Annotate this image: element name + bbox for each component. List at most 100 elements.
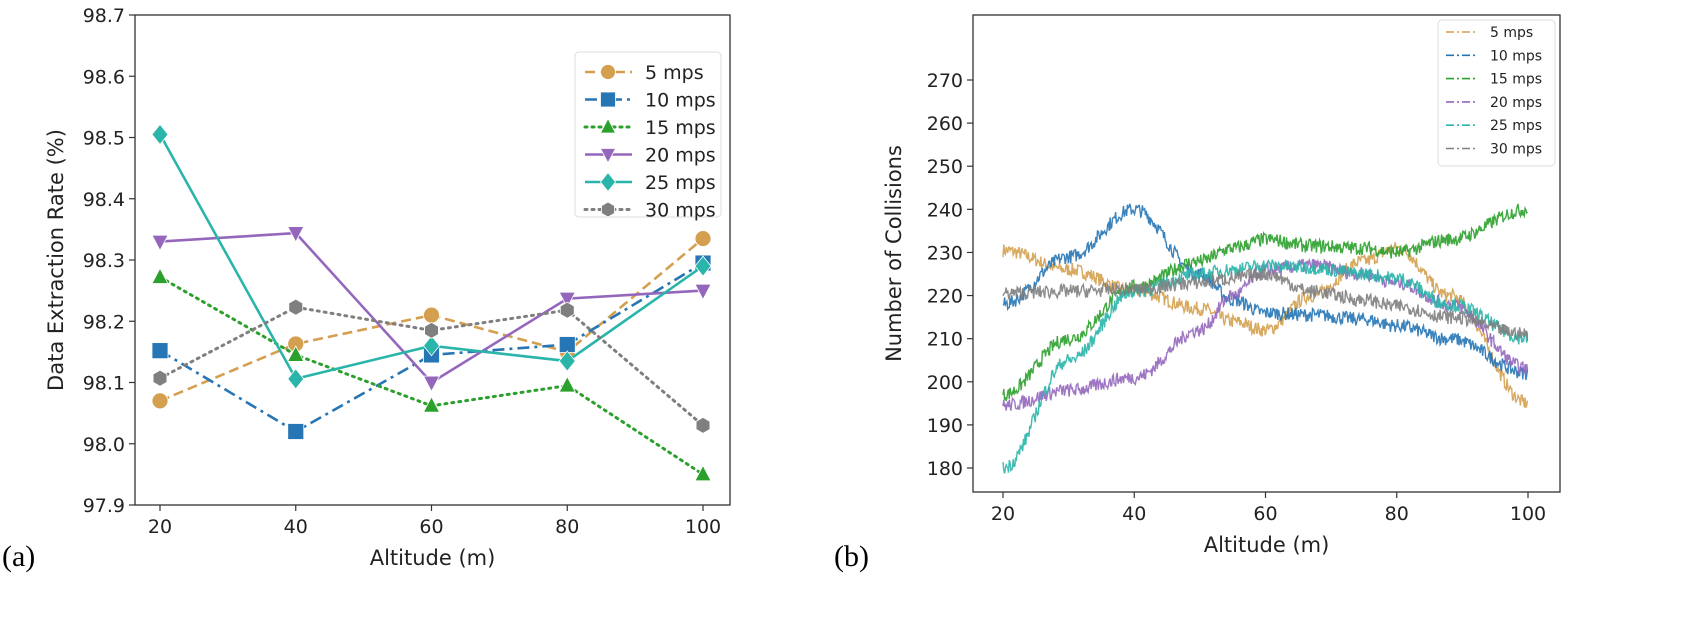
y-tick-label: 98.1 [83,373,125,395]
series-line [1002,242,1529,409]
series-30-mps [1002,267,1529,343]
legend-label: 25 mps [1490,118,1542,134]
series-5-mps [1002,242,1529,409]
y-tick-label: 240 [927,199,963,221]
data-point [695,416,711,434]
data-point [151,342,169,360]
series-20-mps [151,226,712,393]
plot-frame [972,14,1561,493]
data-point [422,375,441,393]
series-line [159,261,704,434]
legend-label: 20 mps [645,145,716,167]
legend-marker [601,201,615,218]
data-point [558,291,576,309]
x-tick-label: 80 [1385,503,1409,525]
legend-item: 15 mps [583,117,716,139]
data-point [287,226,305,243]
y-axis-label: Number of Collisions [882,145,906,362]
data-point [558,350,576,372]
legend: 5 mps 10 mps 15 mps 20 mps 25 mps 30 mps [1437,19,1556,167]
series-line [1002,203,1528,402]
panel-label-b: (b) [834,540,869,573]
legend-item: 15 mps [1446,72,1542,88]
data-point [287,345,305,362]
y-tick-label: 210 [927,329,963,351]
data-point [288,298,304,316]
panel-label-a: (a) [2,540,35,573]
x-tick-label: 40 [284,516,308,538]
x-axis-label: Altitude (m) [370,546,496,570]
y-tick-label: 250 [927,156,963,178]
legend-item: 25 mps [585,171,716,194]
legend-label: 30 mps [1490,142,1542,158]
data-point [558,336,576,353]
y-tick-label: 97.9 [83,495,125,517]
legend-label: 15 mps [645,117,716,139]
x-tick-label: 40 [1122,503,1146,525]
x-tick-label: 80 [555,516,579,538]
data-point [424,321,439,339]
legend-item: 5 mps [585,62,704,84]
data-point [151,267,169,284]
data-point [558,375,576,393]
y-tick-label: 270 [927,70,963,92]
data-point [694,464,712,482]
data-point [287,423,305,440]
y-tick-label: 98.0 [83,434,125,456]
y-tick-label: 98.3 [83,250,125,272]
series-25-mps [151,123,712,390]
data-point [694,283,712,301]
legend-marker [599,148,617,164]
legend-marker [600,64,616,80]
legend-marker [599,117,617,134]
data-point [423,306,440,324]
legend-label: 10 mps [1490,48,1542,64]
series-line [1002,203,1529,381]
x-tick-label: 20 [991,503,1015,525]
data-point [422,335,441,357]
y-tick-label: 230 [927,242,963,264]
legend-label: 25 mps [645,172,716,194]
data-point [151,234,169,252]
series-15-mps [151,267,712,482]
legend-item: 20 mps [585,145,716,167]
legend-item: 10 mps [585,90,716,112]
y-tick-label: 98.2 [83,311,125,333]
legend-marker [599,171,617,193]
y-tick-label: 98.4 [83,189,125,211]
series-10-mps [1002,203,1529,381]
x-tick-label: 60 [419,516,443,538]
legend-label: 5 mps [1490,25,1533,41]
y-tick-label: 98.6 [83,66,125,88]
legend-label: 20 mps [1490,95,1542,111]
legend-label: 5 mps [645,62,704,84]
series-line [1002,267,1529,343]
legend-item: 5 mps [1446,25,1533,41]
chart-b: 180 190 200 210 220 230 240 250 260 270 20 40 60 80 10… [882,14,1561,557]
series-15-mps [1002,203,1528,402]
legend-item: 30 mps [583,200,716,222]
legend-label: 30 mps [645,200,716,222]
chart-a: 97.9 98.0 98.1 98.2 98.3 98.4 98.5 98.6 98.7 20 40… [44,5,731,570]
y-tick-label: 98.7 [83,5,125,27]
data-point [694,230,712,247]
x-axis-label: Altitude (m) [1204,533,1330,557]
legend-item: 30 mps [1446,142,1542,158]
x-tick-label: 100 [685,516,721,538]
x-tick-label: 20 [148,516,172,538]
y-tick-label: 98.5 [83,128,125,150]
y-tick-label: 200 [927,372,963,394]
data-point [151,123,169,146]
series-30-mps [152,298,711,434]
legend-item: 20 mps [1446,95,1542,111]
legend-item: 25 mps [1446,118,1542,134]
y-tick-label: 180 [927,458,963,480]
x-tick-label: 60 [1253,503,1277,525]
data-point [151,392,169,410]
legend-label: 10 mps [645,90,716,112]
legend: 5 mps 10 mps 15 mps 20 mps 25 mps 30 mps [574,51,722,222]
y-axis-label: Data Extraction Rate (%) [44,129,68,391]
legend-marker [600,91,616,108]
legend-label: 15 mps [1490,72,1542,88]
